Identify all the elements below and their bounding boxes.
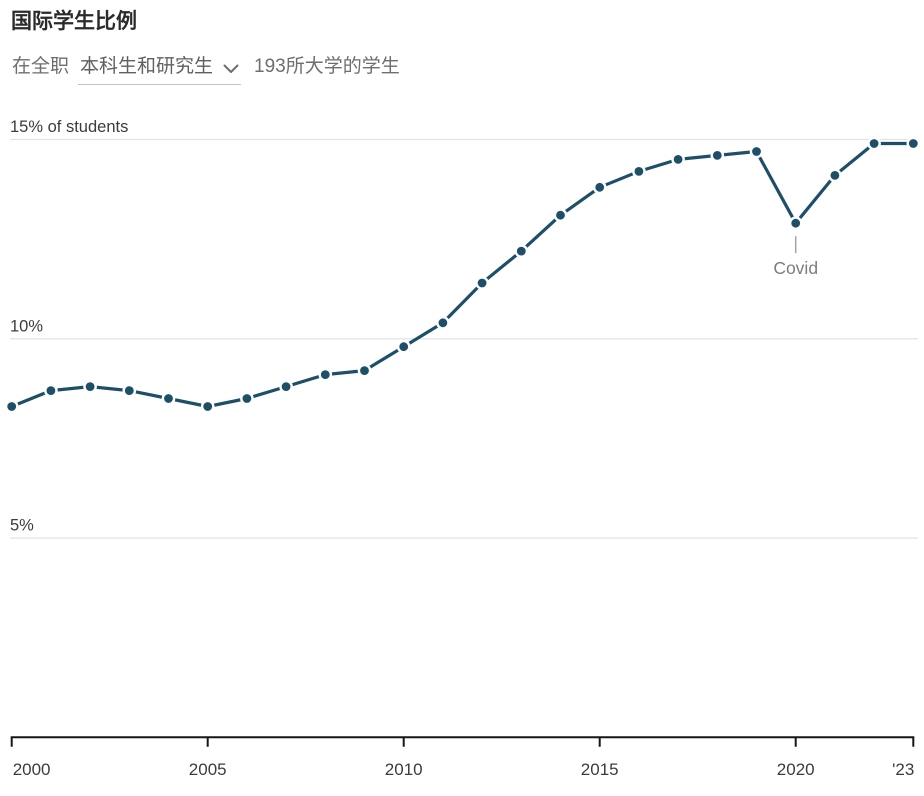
- x-axis-label-2023: '23: [892, 760, 914, 779]
- x-axis-label-2010: 2010: [385, 760, 423, 779]
- data-point-2017[interactable]: [671, 152, 685, 167]
- data-point-2000[interactable]: [4, 399, 19, 414]
- data-point-2015[interactable]: [592, 180, 607, 195]
- covid-label: Covid: [773, 258, 818, 278]
- data-point-2002[interactable]: [83, 379, 97, 394]
- data-point-2012[interactable]: [475, 276, 489, 290]
- chevron-down-icon: [223, 64, 239, 73]
- x-axis-label-2015: 2015: [581, 760, 619, 779]
- data-point-2005[interactable]: [200, 399, 215, 414]
- data-point-2003[interactable]: [122, 383, 137, 398]
- student-type-dropdown[interactable]: 本科生和研究生: [78, 55, 242, 85]
- data-point-2020[interactable]: [788, 216, 803, 230]
- data-point-2023[interactable]: [906, 136, 921, 151]
- data-point-2022[interactable]: [867, 136, 881, 151]
- data-point-2007[interactable]: [279, 379, 293, 394]
- y-axis-label-10: 10%: [10, 317, 43, 335]
- y-axis-label-5: 5%: [10, 517, 34, 535]
- data-point-2013[interactable]: [514, 244, 529, 258]
- data-point-2019[interactable]: [749, 144, 764, 159]
- data-point-2014[interactable]: [553, 208, 568, 222]
- data-point-2004[interactable]: [161, 391, 176, 406]
- data-point-2021[interactable]: [828, 168, 842, 183]
- page-title: 国际学生比例: [11, 10, 137, 33]
- data-point-2018[interactable]: [710, 148, 725, 163]
- chart-subtitle: 在全职 本科生和研究生 193所大学的学生: [12, 55, 400, 85]
- dropdown-value: 本科生和研究生: [80, 56, 214, 77]
- data-point-2009[interactable]: [357, 363, 372, 378]
- subtitle-prefix: 在全职: [12, 56, 70, 77]
- data-point-2006[interactable]: [240, 391, 254, 406]
- x-axis-label-2020: 2020: [777, 760, 815, 779]
- data-point-2011[interactable]: [436, 315, 450, 330]
- data-point-2001[interactable]: [44, 383, 58, 398]
- x-axis-label-2000: 2000: [13, 760, 51, 779]
- x-axis-label-2005: 2005: [189, 760, 227, 779]
- y-axis-label-15: 15% of students: [10, 118, 128, 136]
- data-point-2010[interactable]: [396, 339, 411, 354]
- subtitle-suffix: 193所大学的学生: [254, 56, 400, 77]
- data-point-2016[interactable]: [632, 164, 646, 179]
- data-point-2008[interactable]: [318, 367, 333, 382]
